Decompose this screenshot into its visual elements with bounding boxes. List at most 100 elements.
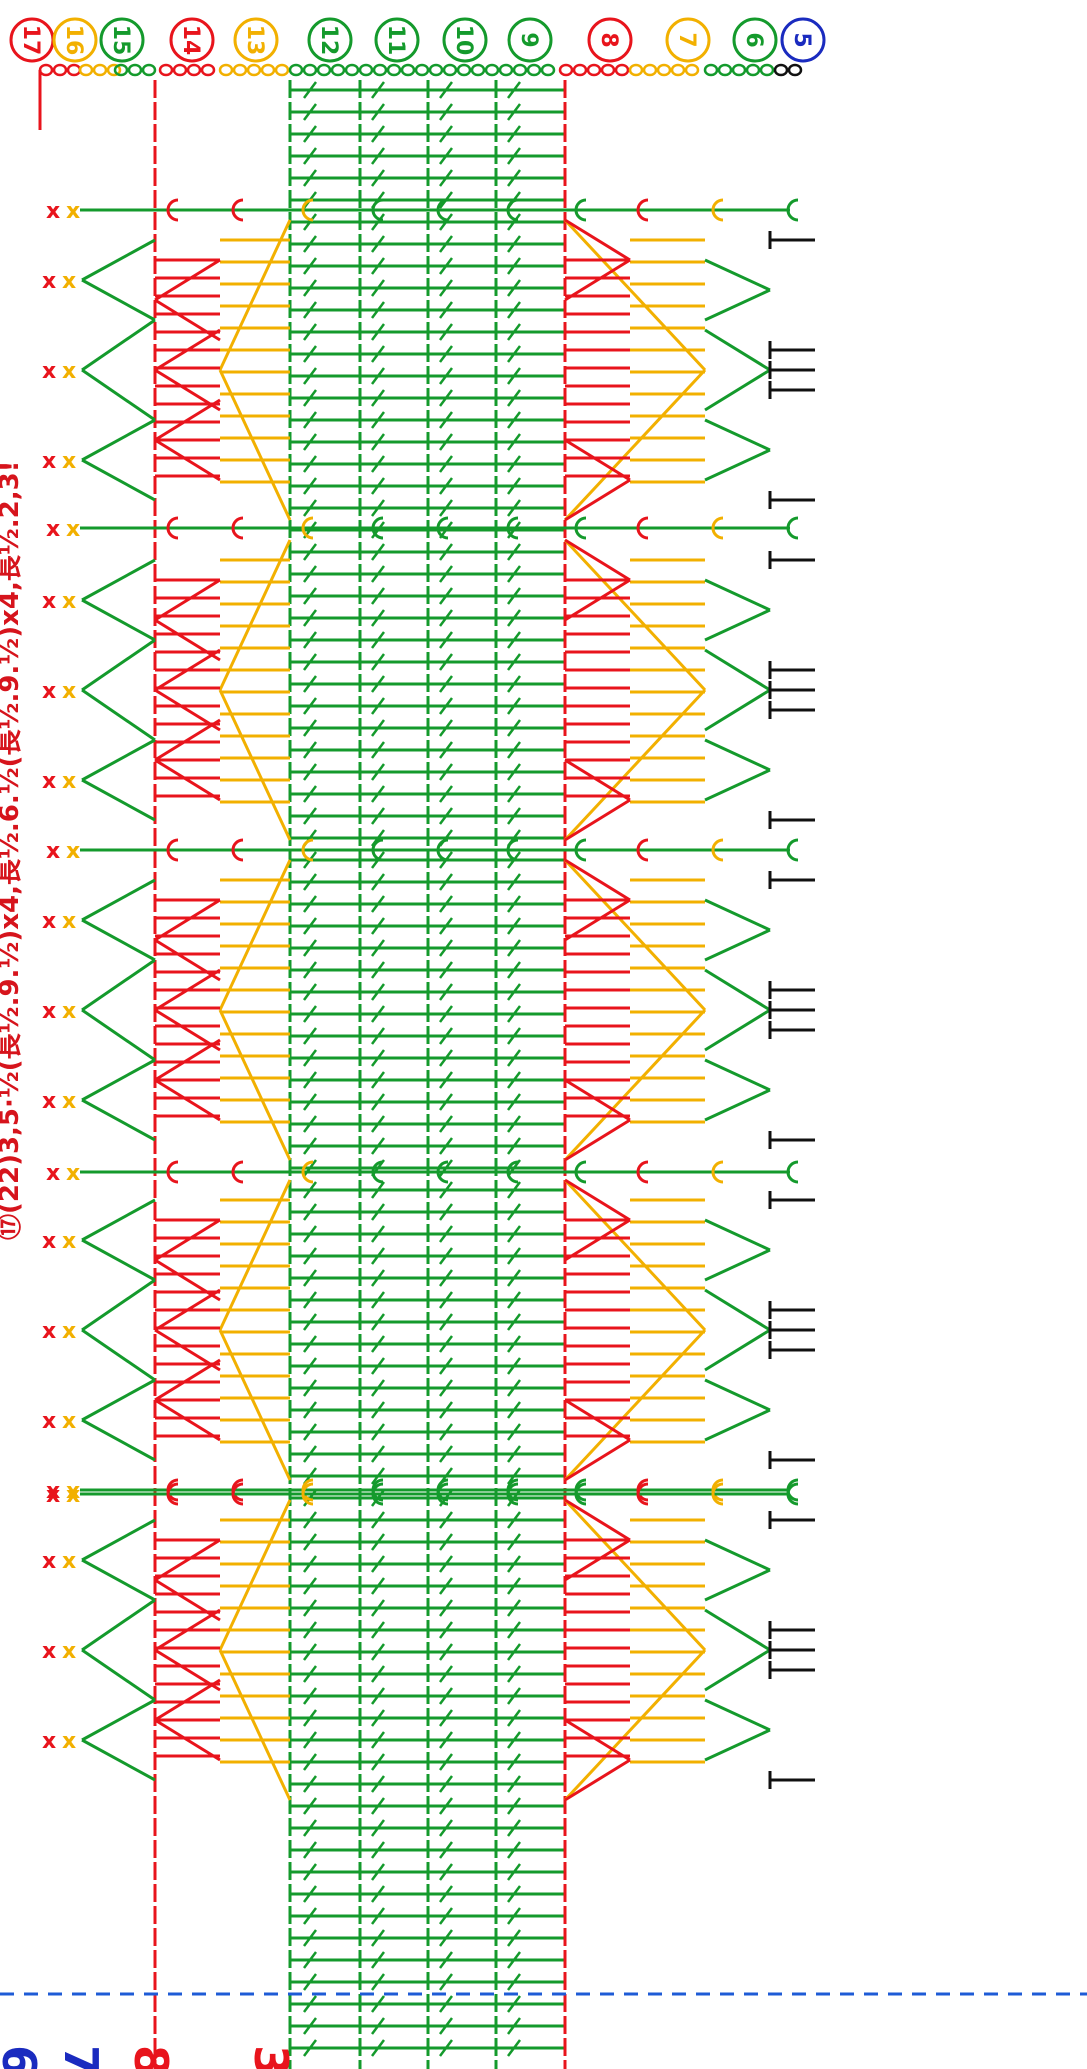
stitch-tick — [303, 873, 317, 891]
stitch-tick — [439, 1533, 453, 1551]
stitch-tick — [303, 1379, 317, 1397]
picot — [301, 1482, 314, 1506]
stitch-tick — [439, 323, 453, 341]
green-v-shell — [81, 1598, 156, 1652]
sc-mark: x — [62, 769, 76, 794]
chain-stitch — [470, 63, 486, 77]
round-number: 15 — [108, 25, 133, 56]
stitch-tick — [303, 1819, 317, 1837]
red-shell — [564, 1118, 631, 1162]
green-v-shell — [81, 958, 156, 1012]
stitch-tick — [439, 1973, 453, 1991]
stitch-tick — [507, 895, 521, 913]
stitch-tick — [371, 257, 385, 275]
stitch-tick — [371, 323, 385, 341]
stitch-tick — [507, 1137, 521, 1155]
stitch-tick — [507, 939, 521, 957]
stitch-tick — [507, 301, 521, 319]
green-v-shell — [81, 558, 156, 602]
picot — [231, 1160, 244, 1184]
stitch-tick — [507, 1511, 521, 1529]
red-shell — [154, 1538, 221, 1582]
stitch-tick — [303, 653, 317, 671]
red-shell — [564, 1178, 631, 1222]
stitch-tick — [371, 345, 385, 363]
stitch-tick — [303, 587, 317, 605]
stitch-tick — [303, 1907, 317, 1925]
red-shell — [154, 1288, 221, 1332]
sc-mark: x — [42, 449, 56, 474]
picot — [166, 198, 179, 222]
chain-stitch — [330, 63, 346, 77]
stitch-tick — [439, 367, 453, 385]
chain-stitch — [526, 63, 542, 77]
sc-mark: x — [66, 839, 80, 864]
stitch-tick — [303, 323, 317, 341]
stitch-tick — [371, 1071, 385, 1089]
stitch-grid — [153, 80, 567, 2069]
stitch-tick — [303, 235, 317, 253]
yellow-fan — [563, 1008, 707, 1162]
chain-stitch — [484, 63, 500, 77]
yellow-fan — [563, 218, 707, 372]
yellow-fan — [563, 1328, 707, 1482]
sc-mark: x — [46, 199, 60, 224]
stitch-tick — [507, 873, 521, 891]
chain-stitch — [127, 63, 143, 77]
stitch-tick — [439, 1709, 453, 1727]
stitch-tick — [439, 1181, 453, 1199]
picot — [636, 838, 649, 862]
chain-stitch — [656, 63, 672, 77]
stitch-tick — [303, 1929, 317, 1947]
stitch-tick — [371, 125, 385, 143]
stitch-tick — [439, 1753, 453, 1771]
stitch-tick — [507, 675, 521, 693]
stitch-tick — [371, 1577, 385, 1595]
red-shell — [154, 1218, 221, 1262]
chain-stitch — [186, 63, 202, 77]
sc-mark: x — [62, 909, 76, 934]
chain-stitch — [586, 63, 602, 77]
chain-stitch — [302, 63, 318, 77]
picot — [436, 838, 449, 862]
yellow-fan — [563, 688, 707, 842]
stitch-tick — [371, 565, 385, 583]
sc-mark: x — [42, 1549, 56, 1574]
stitch-tick — [439, 1511, 453, 1529]
chain-stitch — [600, 63, 616, 77]
stitch-tick — [371, 1951, 385, 1969]
chain-stitch — [158, 63, 174, 77]
stitch-tick — [303, 257, 317, 275]
stitch-tick — [371, 807, 385, 825]
stitch-tick — [507, 1027, 521, 1045]
stitch-tick — [371, 1225, 385, 1243]
stitch-tick — [439, 1379, 453, 1397]
red-shell — [564, 1438, 631, 1482]
stitch-tick — [371, 1093, 385, 1111]
stitch-tick — [371, 1379, 385, 1397]
chain-stitch — [670, 63, 686, 77]
sc-mark: x — [62, 1549, 76, 1574]
stitch-tick — [439, 1423, 453, 1441]
stitch-tick — [371, 1533, 385, 1551]
stitch-tick — [371, 631, 385, 649]
round-number: 14 — [178, 25, 203, 56]
stitch-tick — [439, 631, 453, 649]
red-shell — [154, 1258, 221, 1302]
stitch-tick — [303, 345, 317, 363]
sc-mark: x — [46, 1483, 60, 1508]
picot — [636, 516, 649, 540]
stitch-tick — [439, 1005, 453, 1023]
stitch-tick — [507, 2039, 521, 2057]
stitch-tick — [439, 1027, 453, 1045]
round-number: 5 — [789, 32, 814, 47]
stitch-tick — [303, 1115, 317, 1133]
green-v-shell — [704, 968, 771, 1012]
stitch-tick — [371, 455, 385, 473]
red-shell — [154, 1398, 221, 1442]
round-12-marker: 12 — [307, 17, 353, 63]
stitch-tick — [507, 1643, 521, 1661]
stitch-tick — [439, 1687, 453, 1705]
stitch-tick — [439, 1929, 453, 1947]
stitch-tick — [439, 983, 453, 1001]
